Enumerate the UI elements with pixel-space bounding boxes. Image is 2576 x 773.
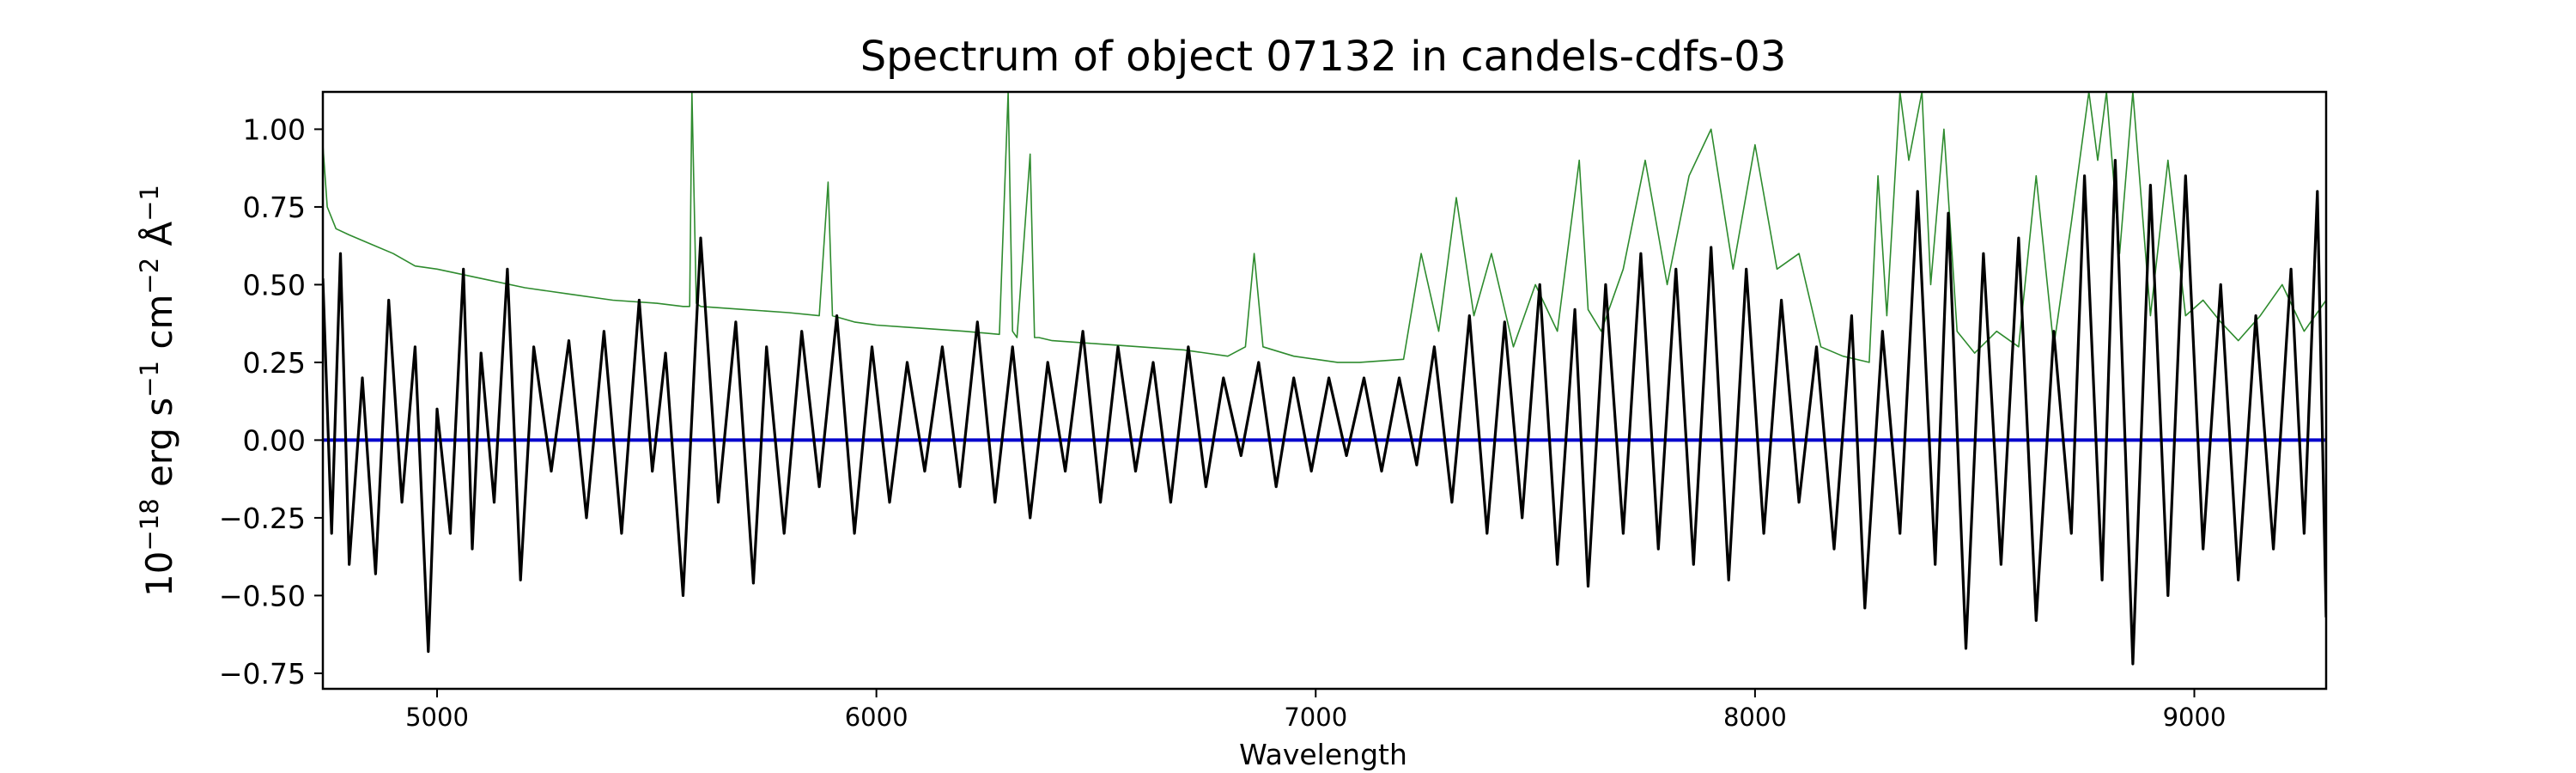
y-axis-ticks: 1.00 0.75 0.50 0.25 0.00 −0.25 −0.50 −0.75 <box>219 113 323 691</box>
x-axis-label: Wavelength <box>1239 738 1407 771</box>
x-tick-label: 5000 <box>405 703 469 732</box>
y-tick-label: −0.50 <box>219 579 306 612</box>
x-tick-label: 6000 <box>845 703 908 732</box>
y-tick-label: 0.50 <box>243 268 306 301</box>
y-axis-label: 10−18 erg s−1 cm−2 Å−1 <box>135 185 180 597</box>
plot-series <box>323 92 2326 666</box>
y-tick-label: 1.00 <box>243 113 306 146</box>
x-tick-label: 7000 <box>1284 703 1347 732</box>
y-tick-label: 0.00 <box>243 423 306 457</box>
chart-title: Spectrum of object 07132 in candels-cdfs… <box>860 33 1787 81</box>
x-axis-ticks: 5000 6000 7000 8000 9000 <box>405 689 2226 732</box>
y-label-exp4: −1 <box>135 185 164 222</box>
y-tick-label: −0.75 <box>219 657 306 691</box>
plot-frame <box>321 90 2328 691</box>
y-label-exp3: −2 <box>135 258 164 295</box>
x-tick-label: 9000 <box>2163 703 2227 732</box>
y-tick-label: 0.25 <box>243 346 306 380</box>
y-label-exp2: −1 <box>135 361 164 398</box>
y-label-erg: erg s <box>138 398 180 499</box>
flux-series-line <box>323 159 2326 666</box>
y-label-base: 10 <box>138 551 180 597</box>
error-series-line <box>323 92 2326 363</box>
x-tick-label: 8000 <box>1723 703 1787 732</box>
y-label-ang: Å <box>137 222 180 258</box>
y-tick-label: 0.75 <box>243 191 306 224</box>
y-label-cm: cm <box>138 295 180 361</box>
y-label-exp1: −18 <box>135 498 164 551</box>
y-tick-label: −0.25 <box>219 502 306 535</box>
